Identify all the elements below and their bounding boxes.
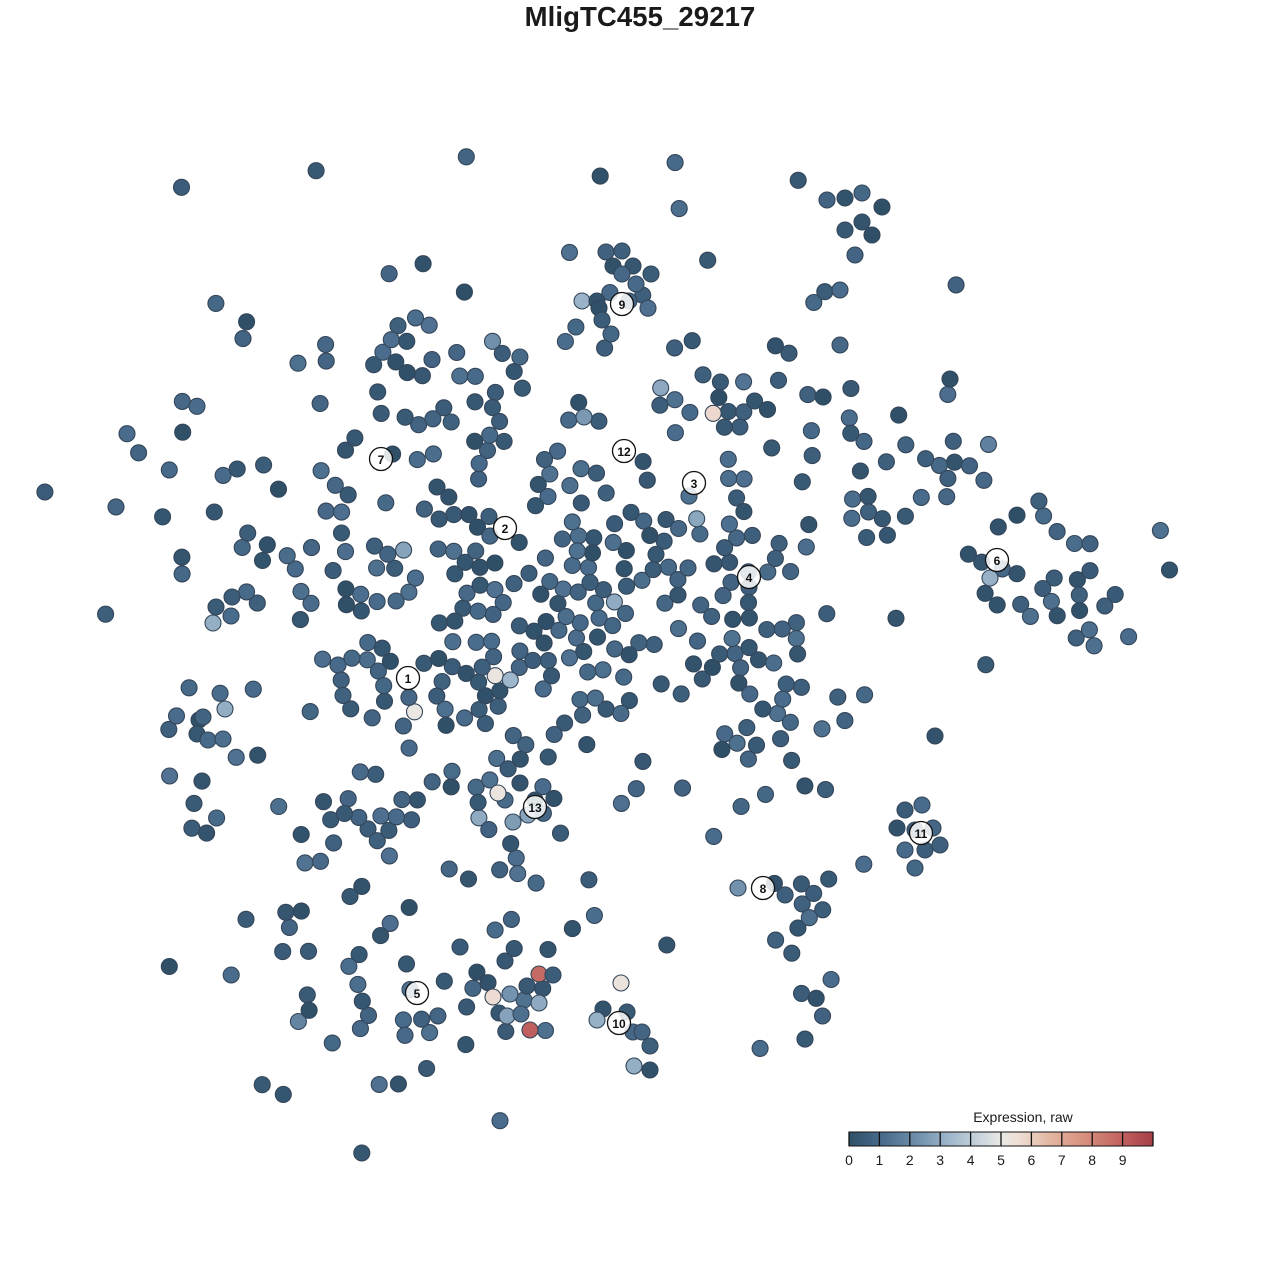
svg-text:5: 5 bbox=[414, 987, 421, 1001]
svg-text:5: 5 bbox=[997, 1152, 1005, 1168]
svg-text:12: 12 bbox=[617, 445, 631, 459]
svg-text:4: 4 bbox=[967, 1152, 975, 1168]
svg-text:13: 13 bbox=[528, 801, 542, 815]
svg-text:11: 11 bbox=[915, 827, 928, 841]
svg-text:7: 7 bbox=[378, 453, 385, 467]
svg-text:8: 8 bbox=[760, 882, 767, 896]
svg-text:2: 2 bbox=[502, 522, 509, 536]
svg-text:10: 10 bbox=[612, 1017, 626, 1031]
svg-text:1: 1 bbox=[405, 672, 412, 686]
svg-text:4: 4 bbox=[746, 571, 753, 585]
svg-text:8: 8 bbox=[1088, 1152, 1096, 1168]
svg-text:7: 7 bbox=[1058, 1152, 1066, 1168]
svg-text:2: 2 bbox=[906, 1152, 914, 1168]
svg-text:6: 6 bbox=[994, 554, 1001, 568]
svg-text:0: 0 bbox=[845, 1152, 853, 1168]
svg-text:3: 3 bbox=[691, 477, 698, 491]
svg-text:6: 6 bbox=[1028, 1152, 1036, 1168]
svg-text:9: 9 bbox=[1119, 1152, 1127, 1168]
svg-text:1: 1 bbox=[876, 1152, 884, 1168]
svg-text:Expression, raw: Expression, raw bbox=[973, 1109, 1073, 1125]
svg-text:9: 9 bbox=[619, 298, 626, 312]
svg-text:3: 3 bbox=[936, 1152, 944, 1168]
